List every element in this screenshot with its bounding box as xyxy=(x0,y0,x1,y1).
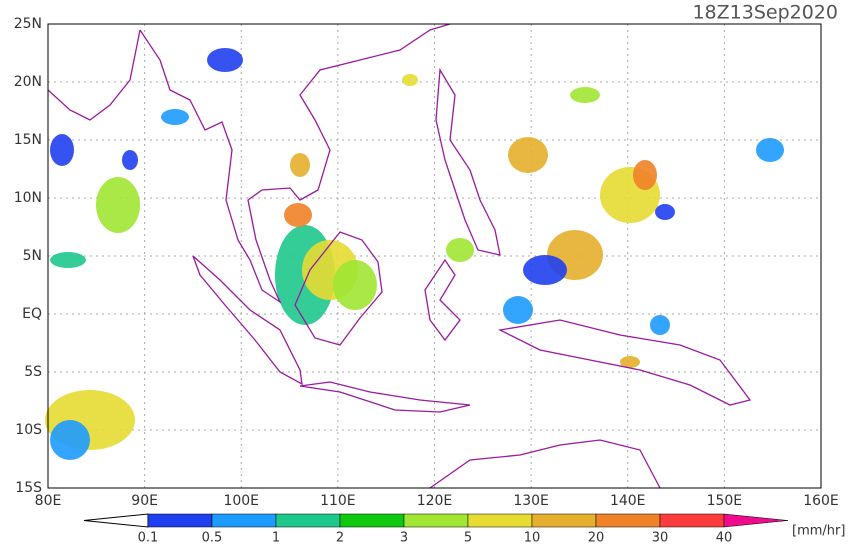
lat-label: 25N xyxy=(14,16,42,32)
rain-area xyxy=(570,87,600,103)
colorbar-label: 2 xyxy=(336,531,344,544)
colorbar-swatch xyxy=(467,513,533,528)
lat-label: 10S xyxy=(15,422,42,438)
coastline xyxy=(424,258,461,342)
colorbar-unit: [mm/hr] xyxy=(792,524,845,539)
rain-area xyxy=(655,204,675,220)
coastline xyxy=(497,319,752,406)
lon-label: 90E xyxy=(131,493,158,509)
colorbar-label: 30 xyxy=(652,531,669,544)
lon-label: 80E xyxy=(35,493,62,509)
colorbar-label: 10 xyxy=(524,531,541,544)
coastline xyxy=(192,255,303,386)
rain-area xyxy=(333,260,377,310)
rain-area xyxy=(161,109,189,125)
lon-label: 130E xyxy=(513,493,549,509)
lat-label: 20N xyxy=(14,74,42,90)
lon-label: 160E xyxy=(803,493,839,509)
colorbar-label: 3 xyxy=(400,531,408,544)
colorbar-swatch xyxy=(531,513,597,528)
rain-area xyxy=(402,74,418,86)
coastline xyxy=(139,23,451,304)
rain-area xyxy=(523,255,567,285)
colorbar: 0.1 0.5 1 2 3 5 10 20 30 40 [mm/hr] xyxy=(83,513,845,544)
colorbar-over xyxy=(723,513,789,528)
colorbar-label: 1 xyxy=(272,531,280,544)
colorbar-label: 5 xyxy=(464,531,472,544)
coastline xyxy=(429,439,661,489)
colorbar-swatch xyxy=(659,513,725,528)
colorbar-swatch xyxy=(339,513,405,528)
coastline xyxy=(299,381,471,413)
map-frame xyxy=(47,23,822,489)
lon-label: 120E xyxy=(417,493,453,509)
colorbar-swatch xyxy=(403,513,469,528)
lat-label: 5S xyxy=(24,364,42,380)
rain-area xyxy=(650,315,670,335)
rain-area xyxy=(633,160,657,190)
colorbar-swatch xyxy=(275,513,341,528)
coastline xyxy=(47,29,141,121)
rain-areas xyxy=(45,48,784,460)
colorbar-swatch xyxy=(147,513,213,528)
rain-area xyxy=(207,48,243,72)
rain-area xyxy=(50,420,90,460)
colorbar-swatch xyxy=(595,513,661,528)
rain-area xyxy=(503,296,533,324)
lon-label: 140E xyxy=(610,493,646,509)
coastlines xyxy=(47,23,752,489)
colorbar-swatch xyxy=(211,513,277,528)
lat-label: 10N xyxy=(14,190,42,206)
rain-area xyxy=(50,134,74,166)
lat-label: 5N xyxy=(23,248,42,264)
coastline xyxy=(435,67,501,256)
rain-area xyxy=(508,137,548,173)
lon-label: 150E xyxy=(707,493,743,509)
lat-label: 15N xyxy=(14,132,42,148)
lat-label: 15S xyxy=(15,480,42,496)
rain-area xyxy=(290,153,310,177)
lon-label: 110E xyxy=(320,493,356,509)
coastline xyxy=(294,231,383,346)
rain-area xyxy=(446,238,474,262)
rain-area xyxy=(620,356,640,368)
map-title: 18Z13Sep2020 xyxy=(692,2,838,24)
rain-area xyxy=(756,138,784,162)
colorbar-label: 0.1 xyxy=(138,531,159,544)
rain-area xyxy=(122,150,138,170)
colorbar-label: 20 xyxy=(588,531,605,544)
rain-area xyxy=(96,177,140,233)
rain-area xyxy=(50,252,86,268)
lat-label: EQ xyxy=(22,306,42,322)
rain-area xyxy=(284,203,312,227)
colorbar-label: 40 xyxy=(716,531,733,544)
lon-label: 100E xyxy=(223,493,259,509)
colorbar-label: 0.5 xyxy=(202,531,223,544)
